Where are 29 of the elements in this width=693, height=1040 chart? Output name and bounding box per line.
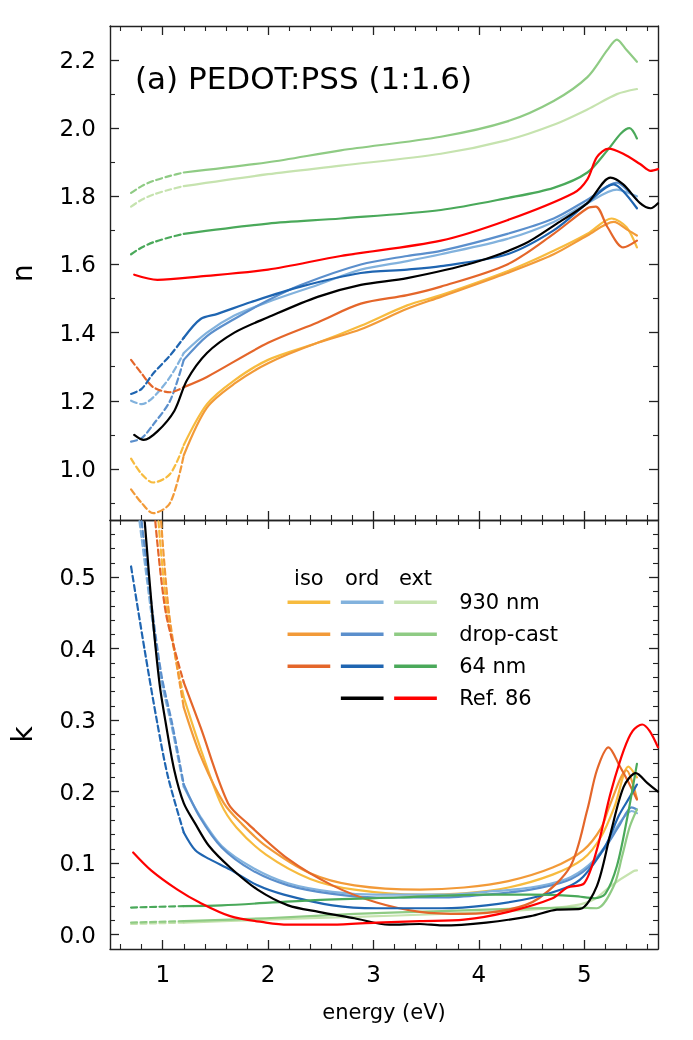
text: (a) PEDOT:PSS (1:1.6) <box>135 59 473 96</box>
y-tick-label: 2.2 <box>59 47 96 74</box>
legend-label: Ref. 86 <box>459 686 532 711</box>
y-tick-label: 0.3 <box>59 707 96 734</box>
x-tick-label: 3 <box>366 960 381 987</box>
y-tick-label: 1.8 <box>59 183 96 210</box>
y-axis-title: n <box>5 264 39 282</box>
y-tick-label: 1.6 <box>59 251 96 278</box>
annotation: ext <box>398 566 433 590</box>
legend-label: drop-cast <box>459 622 559 647</box>
y-tick-label: 1.4 <box>59 319 96 346</box>
x-tick-label: 1 <box>155 960 171 987</box>
x-tick-label: 2 <box>260 960 276 987</box>
x-tick-label: 5 <box>576 960 592 987</box>
y-tick-label: 1.2 <box>59 387 96 414</box>
y-axis-title: k <box>5 725 39 743</box>
y-tick-label: 1.0 <box>59 455 96 482</box>
legend-label: 930 nm <box>459 590 540 615</box>
legend-label: 64 nm <box>459 654 527 679</box>
y-tick-label: 0.1 <box>59 850 96 877</box>
y-tick-label: 0.0 <box>59 921 96 948</box>
annotation: iso <box>294 566 324 590</box>
y-tick-label: 0.2 <box>59 778 96 805</box>
annotation: ord <box>344 566 380 590</box>
y-tick-label: 2.0 <box>59 115 96 142</box>
y-tick-label: 0.4 <box>59 635 96 662</box>
y-tick-label: 0.5 <box>59 564 96 591</box>
x-tick-label: 4 <box>471 960 487 987</box>
x-axis-title: energy (eV) <box>322 999 446 1024</box>
